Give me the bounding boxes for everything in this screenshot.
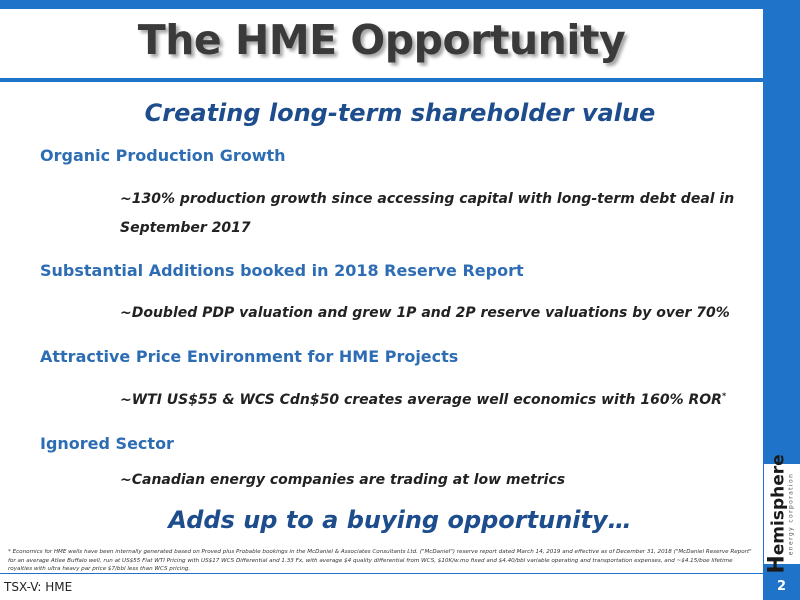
bullet-price-text: ~WTI US$55 & WCS Cdn$50 creates average … bbox=[120, 392, 722, 408]
title-underline bbox=[0, 78, 763, 82]
section-heading-organic-growth: Organic Production Growth bbox=[40, 146, 286, 165]
section-heading-price-environment: Attractive Price Environment for HME Pro… bbox=[40, 347, 459, 366]
bullet-price-environment: ~WTI US$55 & WCS Cdn$50 creates average … bbox=[120, 386, 745, 415]
ticker-symbol: TSX-V: HME bbox=[4, 580, 73, 594]
footer-rule bbox=[0, 573, 763, 574]
slide-subtitle: Creating long-term shareholder value bbox=[144, 99, 656, 127]
bullet-reserve-report: ~Doubled PDP valuation and grew 1P and 2… bbox=[120, 305, 730, 321]
page-number: 2 bbox=[776, 579, 787, 594]
closing-statement: Adds up to a buying opportunity… bbox=[168, 506, 632, 534]
top-accent-bar bbox=[0, 0, 800, 9]
section-heading-reserve-report: Substantial Additions booked in 2018 Res… bbox=[40, 261, 524, 280]
logo-wordmark: Hemisphere bbox=[765, 454, 790, 573]
hemisphere-logo: Hemisphere energy corporation bbox=[764, 454, 800, 574]
logo-text-block: Hemisphere energy corporation bbox=[765, 454, 796, 573]
bullet-organic-growth: ~130% production growth since accessing … bbox=[120, 191, 735, 236]
logo-initial: H bbox=[764, 555, 790, 574]
slide-title: The HME Opportunity bbox=[137, 16, 626, 64]
bullet-ignored-sector: ~Canadian energy companies are trading a… bbox=[120, 472, 566, 488]
footnote: * Economics for HME wells have been inte… bbox=[8, 549, 752, 572]
footnote-marker: * bbox=[721, 391, 727, 401]
section-heading-ignored-sector: Ignored Sector bbox=[40, 434, 174, 453]
logo-name-rest: emisphere bbox=[768, 454, 789, 556]
